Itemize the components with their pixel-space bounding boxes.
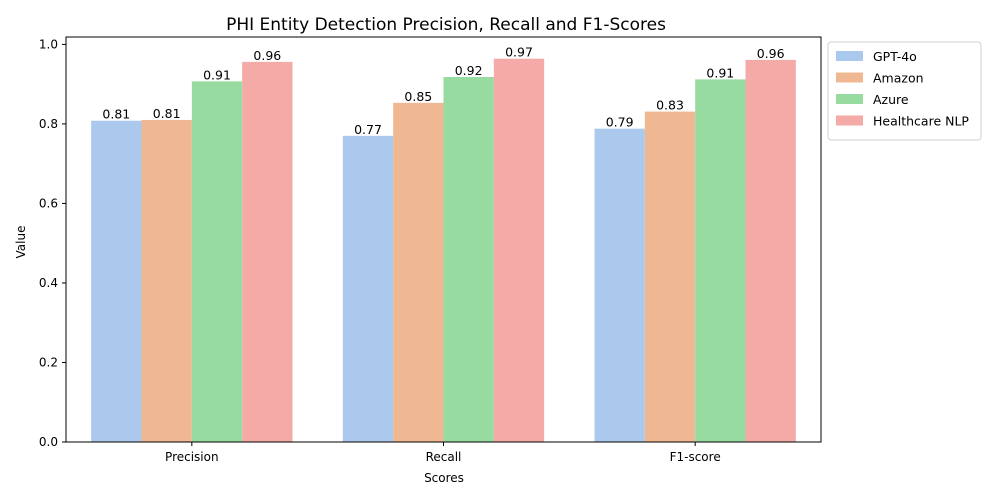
legend-swatch [836, 94, 863, 104]
x-tick-label: Precision [165, 450, 219, 464]
data-label: 0.92 [455, 63, 483, 78]
bar-amazon-f1-score [644, 111, 696, 442]
x-axis-label: Scores [424, 471, 464, 485]
data-label: 0.91 [706, 65, 734, 80]
bar-gpt-4o-recall [342, 135, 394, 442]
bar-gpt-4o-precision [91, 120, 142, 443]
bar-healthcare-nlp-precision [242, 61, 293, 442]
x-tick-label: F1-score [670, 450, 721, 464]
data-label: 0.96 [757, 46, 785, 61]
bar-healthcare-nlp-f1-score [745, 59, 796, 443]
legend-swatch [836, 115, 863, 126]
plot-frame [65, 36, 822, 443]
bar-amazon-precision [141, 119, 192, 442]
plot-area: 0.81 0.81 0.91 0.96 0.77 0.85 0.92 0.97 0.79 0.83… [91, 45, 796, 443]
bar-azure-precision [191, 81, 243, 443]
data-label: 0.79 [606, 115, 634, 130]
legend-swatch [836, 51, 863, 61]
data-label: 0.83 [656, 98, 684, 113]
y-tick-label: 0.8 [39, 117, 58, 131]
y-tick-label: 0.2 [39, 355, 58, 369]
data-label: 0.81 [102, 107, 130, 122]
bar-gpt-4o-f1-score [594, 128, 645, 442]
chart-title: PHI Entity Detection Precision, Recall a… [226, 15, 666, 35]
y-tick-label: 0.0 [39, 435, 58, 449]
bar-azure-recall [443, 77, 494, 442]
y-tick-label: 0.6 [39, 196, 58, 210]
axes: Precision Recall F1-score 0.0 0.2 0.4 0.6 0.8 1.… [39, 36, 822, 464]
data-label: 0.81 [153, 106, 181, 121]
legend-entry-label: Healthcare NLP [873, 114, 969, 129]
legend-entry-label: GPT-4o [873, 49, 917, 64]
data-label: 0.91 [203, 67, 231, 82]
bar-healthcare-nlp-recall [493, 58, 545, 443]
legend-entry-label: Azure [873, 92, 909, 107]
bar-azure-f1-score [695, 79, 746, 442]
y-axis-label: Value [14, 226, 28, 259]
y-tick-label: 1.0 [39, 37, 58, 51]
x-tick-label: Recall [426, 450, 462, 464]
data-label: 0.96 [253, 48, 281, 63]
data-label: 0.77 [354, 122, 382, 137]
legend: GPT-4o Amazon Azure Healthcare NLP [827, 41, 982, 141]
data-label: 0.85 [404, 89, 432, 104]
y-tick-label: 0.4 [39, 276, 58, 290]
legend-box [827, 41, 982, 141]
legend-swatch [836, 72, 863, 83]
legend-entry-label: Amazon [873, 71, 924, 86]
bar-amazon-recall [393, 102, 444, 442]
data-label: 0.97 [505, 45, 533, 60]
